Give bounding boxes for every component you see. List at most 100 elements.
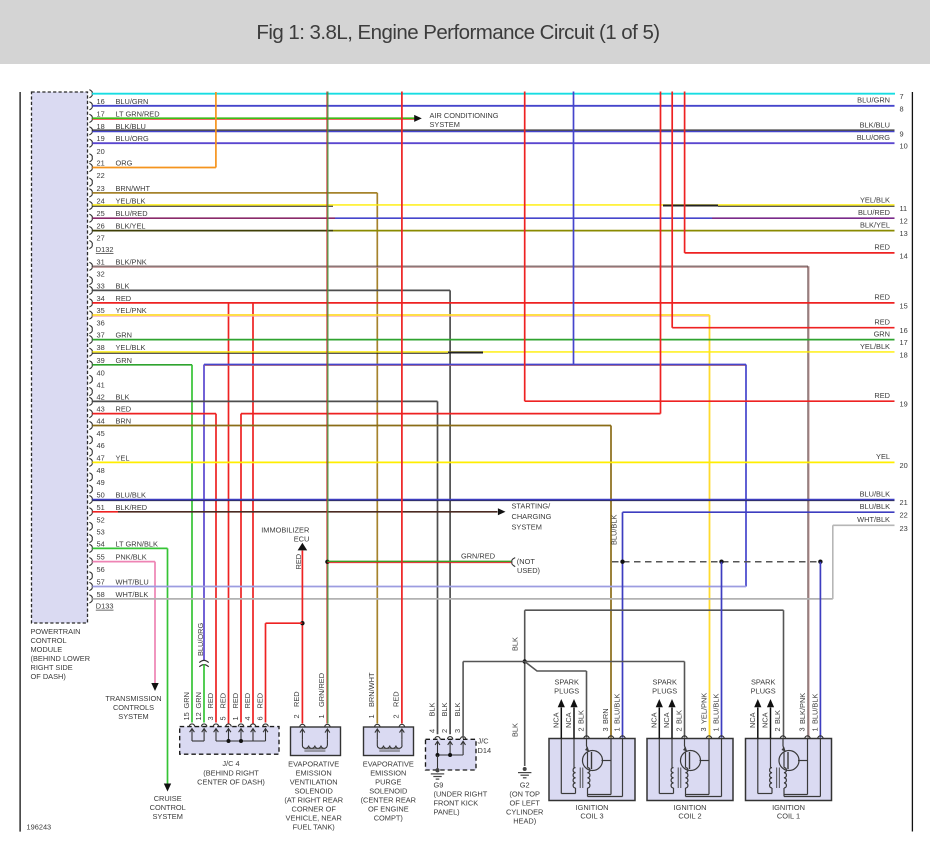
svg-text:32: 32: [97, 270, 105, 279]
svg-text:RED: RED: [392, 691, 401, 707]
svg-text:CRUISE: CRUISE: [154, 794, 182, 803]
svg-text:WHT/BLU: WHT/BLU: [116, 578, 149, 587]
svg-text:RED: RED: [874, 318, 890, 327]
svg-text:EMISSION: EMISSION: [370, 768, 406, 777]
svg-text:11: 11: [900, 204, 908, 213]
svg-text:RIGHT SIDE: RIGHT SIDE: [31, 663, 73, 672]
svg-text:2: 2: [675, 727, 684, 731]
svg-text:BLU/BLK: BLU/BLK: [860, 489, 890, 498]
svg-text:8: 8: [900, 104, 904, 113]
svg-text:YEL/PNK: YEL/PNK: [700, 693, 709, 724]
svg-text:RED: RED: [116, 294, 132, 303]
svg-text:48: 48: [97, 466, 105, 475]
svg-text:12: 12: [194, 712, 203, 720]
svg-text:IGNITION: IGNITION: [772, 803, 805, 812]
svg-text:51: 51: [97, 503, 105, 512]
svg-text:GRN: GRN: [194, 692, 203, 708]
svg-text:BLK: BLK: [773, 710, 782, 724]
svg-text:10: 10: [900, 142, 908, 151]
svg-text:HEAD): HEAD): [513, 817, 536, 826]
svg-text:GRN/RED: GRN/RED: [461, 552, 495, 561]
svg-text:BLU/GRN: BLU/GRN: [857, 96, 890, 105]
svg-text:LT GRN/BLK: LT GRN/BLK: [116, 539, 159, 548]
svg-text:RED: RED: [218, 693, 227, 709]
svg-text:39: 39: [97, 356, 105, 365]
svg-text:SOLENOID: SOLENOID: [369, 786, 407, 795]
svg-text:1: 1: [317, 714, 326, 718]
svg-text:PLUGS: PLUGS: [554, 687, 579, 696]
svg-text:USED): USED): [517, 566, 540, 575]
svg-text:IGNITION: IGNITION: [674, 803, 707, 812]
svg-text:G9: G9: [434, 781, 444, 790]
svg-text:GRN: GRN: [874, 329, 890, 338]
svg-text:GRN: GRN: [116, 356, 132, 365]
svg-text:BLK/BLU: BLK/BLU: [860, 121, 890, 130]
svg-text:TRANSMISSION: TRANSMISSION: [105, 694, 161, 703]
svg-text:GRN/RED: GRN/RED: [317, 673, 326, 707]
svg-text:ORG: ORG: [116, 159, 133, 168]
svg-text:D133: D133: [96, 602, 114, 611]
svg-text:21: 21: [900, 498, 908, 507]
svg-text:RED: RED: [874, 391, 890, 400]
svg-text:SPARK: SPARK: [554, 678, 579, 687]
svg-text:RED: RED: [116, 405, 132, 414]
svg-text:16: 16: [900, 326, 908, 335]
svg-text:31: 31: [97, 257, 105, 266]
svg-text:2: 2: [577, 727, 586, 731]
svg-text:BLU/ORG: BLU/ORG: [196, 622, 205, 656]
svg-text:21: 21: [97, 159, 105, 168]
svg-text:57: 57: [97, 578, 105, 587]
svg-text:CORNER OF: CORNER OF: [292, 805, 337, 814]
svg-text:RED: RED: [294, 554, 303, 570]
svg-text:9: 9: [900, 129, 904, 138]
svg-text:19: 19: [97, 134, 105, 143]
svg-text:OF DASH): OF DASH): [31, 672, 66, 681]
svg-text:RED: RED: [243, 693, 252, 709]
svg-text:41: 41: [97, 381, 105, 390]
svg-text:17: 17: [97, 109, 105, 118]
svg-text:15: 15: [900, 301, 908, 310]
svg-text:25: 25: [97, 209, 105, 218]
svg-text:19: 19: [900, 400, 908, 409]
svg-text:CONTROL: CONTROL: [31, 636, 67, 645]
svg-text:Fig 1: 3.8L, Engine Performanc: Fig 1: 3.8L, Engine Performance Circuit …: [256, 21, 659, 44]
svg-text:PLUGS: PLUGS: [751, 687, 776, 696]
svg-text:PNK/BLK: PNK/BLK: [116, 553, 147, 562]
svg-text:52: 52: [97, 515, 105, 524]
svg-text:BLU/BLK: BLU/BLK: [613, 694, 622, 724]
svg-text:(CENTER REAR: (CENTER REAR: [361, 796, 416, 805]
svg-text:BLU/ORG: BLU/ORG: [116, 134, 150, 143]
svg-text:1: 1: [811, 727, 820, 731]
svg-text:55: 55: [97, 553, 105, 562]
svg-text:BLK: BLK: [116, 281, 130, 290]
svg-text:IMMOBILIZER: IMMOBILIZER: [261, 525, 309, 534]
svg-text:BRN/WHT: BRN/WHT: [116, 184, 151, 193]
svg-text:(AT RIGHT REAR: (AT RIGHT REAR: [284, 796, 343, 805]
svg-text:CENTER OF DASH): CENTER OF DASH): [197, 777, 265, 786]
svg-text:YEL/BLK: YEL/BLK: [860, 342, 890, 351]
svg-text:40: 40: [97, 368, 105, 377]
svg-text:RED: RED: [874, 243, 890, 252]
svg-text:7: 7: [900, 92, 904, 101]
svg-text:YEL: YEL: [876, 452, 890, 461]
svg-text:NCA: NCA: [650, 712, 659, 728]
svg-text:RED: RED: [874, 293, 890, 302]
svg-text:NCA: NCA: [748, 712, 757, 728]
svg-text:BLK: BLK: [116, 392, 130, 401]
svg-text:SYSTEM: SYSTEM: [430, 120, 460, 129]
svg-text:33: 33: [97, 281, 105, 290]
svg-text:BLU/GRN: BLU/GRN: [116, 97, 149, 106]
svg-text:1: 1: [367, 714, 376, 718]
svg-text:53: 53: [97, 528, 105, 537]
svg-text:FUEL TANK): FUEL TANK): [293, 823, 335, 832]
svg-text:23: 23: [900, 524, 908, 533]
svg-text:GRN: GRN: [182, 692, 191, 708]
svg-text:2: 2: [773, 727, 782, 731]
svg-text:COMPT): COMPT): [374, 814, 403, 823]
svg-text:54: 54: [97, 539, 105, 548]
svg-text:2: 2: [292, 714, 301, 718]
svg-text:PURGE: PURGE: [375, 777, 401, 786]
svg-text:22: 22: [900, 511, 908, 520]
svg-text:BLK: BLK: [440, 702, 449, 716]
svg-text:27: 27: [97, 234, 105, 243]
